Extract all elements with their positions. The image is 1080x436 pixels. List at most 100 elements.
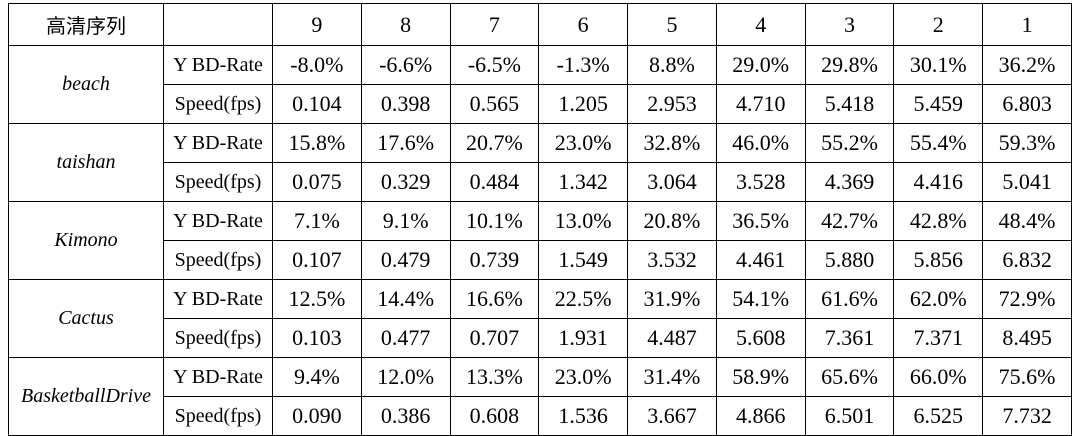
value-cell: 5.856 bbox=[893, 240, 984, 280]
value-cell: 4.487 bbox=[627, 318, 717, 358]
value-cell: 13.0% bbox=[538, 201, 629, 241]
header-title: 高清序列 bbox=[8, 3, 164, 46]
data-row: Speed(fps) 0.090 0.386 0.608 1.536 3.667 4.866… bbox=[9, 396, 1072, 436]
metric-label: Speed(fps) bbox=[163, 318, 273, 358]
metric-label: Speed(fps) bbox=[163, 240, 273, 280]
value-cell: 4.369 bbox=[804, 162, 895, 202]
value-cell: 7.732 bbox=[982, 396, 1072, 436]
metric-label: Speed(fps) bbox=[163, 396, 273, 436]
value-cell: 22.5% bbox=[538, 279, 629, 319]
value-cell: 3.532 bbox=[627, 240, 717, 280]
value-cell: 9.4% bbox=[272, 357, 362, 397]
value-cell: 9.1% bbox=[360, 201, 451, 241]
value-cell: 23.0% bbox=[538, 357, 629, 397]
column-header: 6 bbox=[538, 3, 629, 46]
value-cell: 29.0% bbox=[715, 45, 806, 85]
value-cell: 4.461 bbox=[715, 240, 806, 280]
value-cell: 0.107 bbox=[272, 240, 362, 280]
value-cell: 0.398 bbox=[360, 84, 451, 124]
value-cell: 7.371 bbox=[893, 318, 984, 358]
column-header: 8 bbox=[360, 3, 451, 46]
value-cell: 17.6% bbox=[360, 123, 451, 163]
value-cell: 0.090 bbox=[272, 396, 362, 436]
value-cell: 6.501 bbox=[804, 396, 895, 436]
metric-label: Y BD-Rate bbox=[163, 357, 273, 397]
metric-label: Speed(fps) bbox=[163, 162, 273, 202]
value-cell: 0.104 bbox=[272, 84, 362, 124]
value-cell: 0.075 bbox=[272, 162, 362, 202]
value-cell: 3.528 bbox=[715, 162, 806, 202]
sequence-name: Kimono bbox=[8, 201, 164, 280]
value-cell: 14.4% bbox=[360, 279, 451, 319]
value-cell: 58.9% bbox=[715, 357, 806, 397]
value-cell: 61.6% bbox=[804, 279, 895, 319]
value-cell: 62.0% bbox=[893, 279, 984, 319]
value-cell: 12.5% bbox=[272, 279, 362, 319]
metric-label: Y BD-Rate bbox=[163, 45, 273, 85]
value-cell: 4.710 bbox=[715, 84, 806, 124]
header-row: 高清序列 9 8 7 6 5 4 3 2 1 bbox=[8, 3, 1072, 46]
data-row: Speed(fps) 0.104 0.398 0.565 1.205 2.953 4.710… bbox=[9, 84, 1072, 124]
value-cell: 3.667 bbox=[627, 396, 717, 436]
value-cell: 4.416 bbox=[893, 162, 984, 202]
value-cell: 15.8% bbox=[272, 123, 362, 163]
value-cell: 36.5% bbox=[715, 201, 806, 241]
value-cell: 0.608 bbox=[449, 396, 540, 436]
value-cell: 10.1% bbox=[449, 201, 540, 241]
data-row: Speed(fps) 0.107 0.479 0.739 1.549 3.532 4.461… bbox=[9, 240, 1072, 280]
value-cell: 55.4% bbox=[893, 123, 984, 163]
sequence-name: BasketballDrive bbox=[8, 357, 164, 436]
sequence-name: Cactus bbox=[8, 279, 164, 358]
sequence-name: taishan bbox=[8, 123, 164, 202]
value-cell: 42.8% bbox=[893, 201, 984, 241]
column-header: 4 bbox=[715, 3, 806, 46]
column-header: 2 bbox=[893, 3, 984, 46]
value-cell: 5.608 bbox=[715, 318, 806, 358]
value-cell: 75.6% bbox=[982, 357, 1072, 397]
value-cell: 3.064 bbox=[627, 162, 717, 202]
value-cell: 1.205 bbox=[538, 84, 629, 124]
value-cell: 32.8% bbox=[627, 123, 717, 163]
value-cell: 7.361 bbox=[804, 318, 895, 358]
value-cell: 6.525 bbox=[893, 396, 984, 436]
data-row: Speed(fps) 0.075 0.329 0.484 1.342 3.064 3.528… bbox=[9, 162, 1072, 202]
value-cell: 29.8% bbox=[804, 45, 895, 85]
data-row: Kimono Y BD-Rate 7.1% 9.1% 10.1% 13.0% 20.8% 36… bbox=[8, 201, 1072, 280]
value-cell: 46.0% bbox=[715, 123, 806, 163]
column-header: 1 bbox=[982, 3, 1072, 46]
value-cell: 1.549 bbox=[538, 240, 629, 280]
value-cell: 30.1% bbox=[893, 45, 984, 85]
value-cell: 4.866 bbox=[715, 396, 806, 436]
value-cell: 5.418 bbox=[804, 84, 895, 124]
table-body: 高清序列 9 8 7 6 5 4 3 2 1 beach Y BD-Rate -8.0% -6.6% -6.… bbox=[8, 3, 1072, 436]
metric-label: Y BD-Rate bbox=[163, 201, 273, 241]
value-cell: 65.6% bbox=[804, 357, 895, 397]
value-cell: -6.6% bbox=[360, 45, 451, 85]
value-cell: 12.0% bbox=[360, 357, 451, 397]
header-blank bbox=[163, 3, 273, 46]
value-cell: 59.3% bbox=[982, 123, 1072, 163]
value-cell: 66.0% bbox=[893, 357, 984, 397]
data-row: beach Y BD-Rate -8.0% -6.6% -6.5% -1.3% 8.8% 29… bbox=[8, 45, 1072, 124]
value-cell: 20.8% bbox=[627, 201, 717, 241]
value-cell: 13.3% bbox=[449, 357, 540, 397]
column-header: 7 bbox=[449, 3, 540, 46]
value-cell: 0.484 bbox=[449, 162, 540, 202]
value-cell: 0.329 bbox=[360, 162, 451, 202]
value-cell: 55.2% bbox=[804, 123, 895, 163]
metric-label: Y BD-Rate bbox=[163, 279, 273, 319]
sequence-name: beach bbox=[8, 45, 164, 124]
column-header: 9 bbox=[272, 3, 362, 46]
value-cell: 0.565 bbox=[449, 84, 540, 124]
value-cell: 20.7% bbox=[449, 123, 540, 163]
value-cell: 1.931 bbox=[538, 318, 629, 358]
data-row: Cactus Y BD-Rate 12.5% 14.4% 16.6% 22.5% 31.9%… bbox=[8, 279, 1072, 358]
value-cell: 8.8% bbox=[627, 45, 717, 85]
value-cell: 0.739 bbox=[449, 240, 540, 280]
metric-label: Speed(fps) bbox=[163, 84, 273, 124]
column-header: 3 bbox=[804, 3, 895, 46]
value-cell: 5.041 bbox=[982, 162, 1072, 202]
value-cell: 72.9% bbox=[982, 279, 1072, 319]
value-cell: 31.4% bbox=[627, 357, 717, 397]
value-cell: 7.1% bbox=[272, 201, 362, 241]
